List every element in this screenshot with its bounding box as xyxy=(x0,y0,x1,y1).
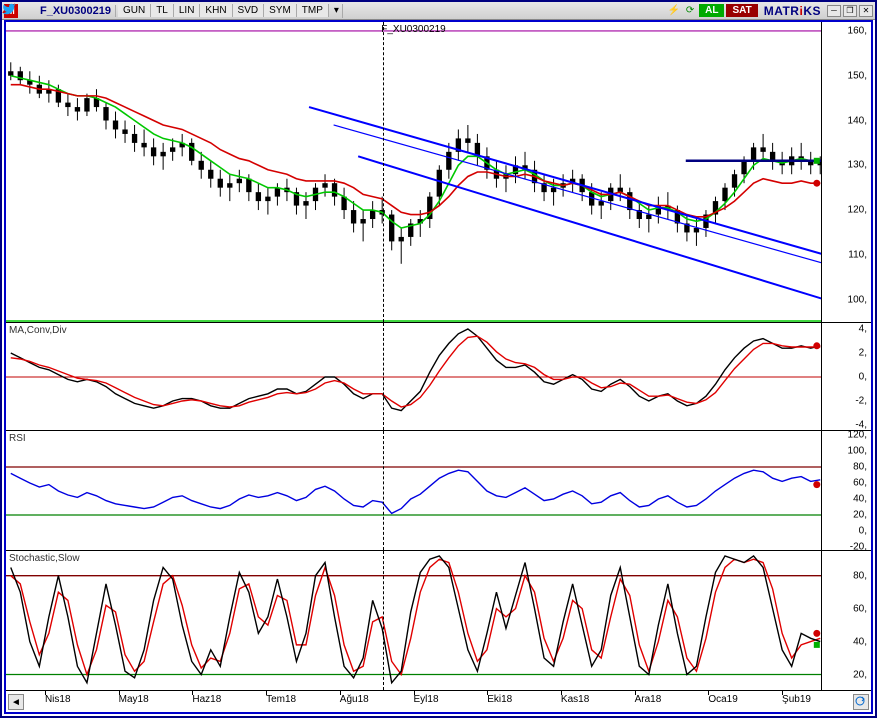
y-tick: 150, xyxy=(848,70,867,81)
x-tick: Eyl18 xyxy=(414,694,439,705)
toolbar-btn-gun[interactable]: GUN xyxy=(118,4,151,17)
x-tick: Kas18 xyxy=(561,694,589,705)
toolbar-btn-tl[interactable]: TL xyxy=(151,4,174,17)
macd-label: MA,Conv,Div xyxy=(9,325,67,336)
x-tick: Ağu18 xyxy=(340,694,369,705)
scroll-right-icon[interactable] xyxy=(853,694,869,710)
chart-icon[interactable] xyxy=(20,4,34,18)
toolbar-btn-khn[interactable]: KHN xyxy=(200,4,232,17)
sell-button[interactable]: SAT xyxy=(726,4,757,17)
y-tick: 20, xyxy=(853,510,867,521)
price-y-axis: 160, 150, 140, 130, 120, 110, 100, xyxy=(821,22,871,322)
restore-icon[interactable]: ❐ xyxy=(843,5,857,17)
y-tick: 120, xyxy=(848,430,867,441)
toolbar-btn-svd[interactable]: SVD xyxy=(233,4,265,17)
stoch-panel: Stochastic,Slow 80, 60, 40, 20, xyxy=(6,550,871,690)
chart-window: M F_XU0300219 GUNTLLINKHNSVDSYMTMP ▾ ⚡ ⟳… xyxy=(0,0,877,718)
macd-plot[interactable]: MA,Conv,Div xyxy=(6,323,821,430)
y-tick: 100, xyxy=(848,446,867,457)
chart-area: F_XU0300219 160, 150, 140, 130, 120, 110, 100,… xyxy=(4,20,873,714)
x-tick: Ara18 xyxy=(635,694,662,705)
x-tick: Nis18 xyxy=(45,694,71,705)
y-tick: 40, xyxy=(853,494,867,505)
y-tick: 140, xyxy=(848,115,867,126)
macd-y-axis: 4,2,0,-2,-4, xyxy=(821,323,871,430)
cursor-vline xyxy=(383,551,384,690)
y-tick: 20, xyxy=(853,669,867,680)
buy-button[interactable]: AL xyxy=(699,4,724,17)
cursor-vline xyxy=(383,431,384,550)
y-tick: 0, xyxy=(859,372,867,383)
stoch-plot[interactable]: Stochastic,Slow xyxy=(6,551,821,690)
toolbar-btn-tmp[interactable]: TMP xyxy=(297,4,329,17)
x-tick: Eki18 xyxy=(487,694,512,705)
price-plot[interactable]: F_XU0300219 xyxy=(6,22,821,322)
rsi-label: RSI xyxy=(9,433,26,444)
close-icon[interactable]: ✕ xyxy=(859,5,873,17)
y-tick: 160, xyxy=(848,25,867,36)
toolbar-btn-lin[interactable]: LIN xyxy=(174,4,201,17)
y-tick: 120, xyxy=(848,205,867,216)
price-panel: F_XU0300219 160, 150, 140, 130, 120, 110, 100, xyxy=(6,22,871,322)
dropdown-icon[interactable]: ▾ xyxy=(331,4,343,18)
y-tick: 40, xyxy=(853,636,867,647)
y-tick: 2, xyxy=(859,348,867,359)
chart-title: F_XU0300219 xyxy=(381,24,446,35)
x-axis: Nis18 May18 Haz18 Tem18 Ağu18 Eyl18 Eki18 Kas18… xyxy=(6,690,871,712)
scroll-left-icon[interactable]: ◄ xyxy=(8,694,24,710)
minimize-icon[interactable]: ─ xyxy=(827,5,841,17)
rsi-panel: RSI 120,100,80,60,40,20,0,-20, xyxy=(6,430,871,550)
x-tick: Oca19 xyxy=(708,694,737,705)
stoch-y-axis: 80, 60, 40, 20, xyxy=(821,551,871,690)
cursor-vline xyxy=(383,323,384,430)
x-tick: Tem18 xyxy=(266,694,296,705)
x-tick: May18 xyxy=(119,694,149,705)
y-tick: 80, xyxy=(853,462,867,473)
y-tick: 100, xyxy=(848,294,867,305)
toolbar-btn-sym[interactable]: SYM xyxy=(264,4,297,17)
y-tick: 60, xyxy=(853,603,867,614)
x-tick: Şub19 xyxy=(782,694,811,705)
y-tick: 80, xyxy=(853,570,867,581)
macd-panel: MA,Conv,Div 4,2,0,-2,-4, xyxy=(6,322,871,430)
toolbar: M F_XU0300219 GUNTLLINKHNSVDSYMTMP ▾ ⚡ ⟳… xyxy=(2,2,875,20)
y-tick: 130, xyxy=(848,160,867,171)
cursor-vline xyxy=(383,22,384,322)
twitter-icon[interactable] xyxy=(345,4,361,18)
y-tick: 4, xyxy=(859,324,867,335)
x-tick: Haz18 xyxy=(192,694,221,705)
y-tick: -2, xyxy=(855,396,867,407)
brand-label: MATRiKS xyxy=(760,4,825,18)
y-tick: 110, xyxy=(848,249,867,260)
bolt-icon[interactable]: ⚡ xyxy=(667,4,681,18)
stoch-label: Stochastic,Slow xyxy=(9,553,80,564)
rsi-plot[interactable]: RSI xyxy=(6,431,821,550)
y-tick: 0, xyxy=(859,526,867,537)
symbol-label[interactable]: F_XU0300219 xyxy=(36,5,116,17)
refresh-icon[interactable]: ⟳ xyxy=(683,4,697,18)
rsi-y-axis: 120,100,80,60,40,20,0,-20, xyxy=(821,431,871,550)
y-tick: 60, xyxy=(853,478,867,489)
